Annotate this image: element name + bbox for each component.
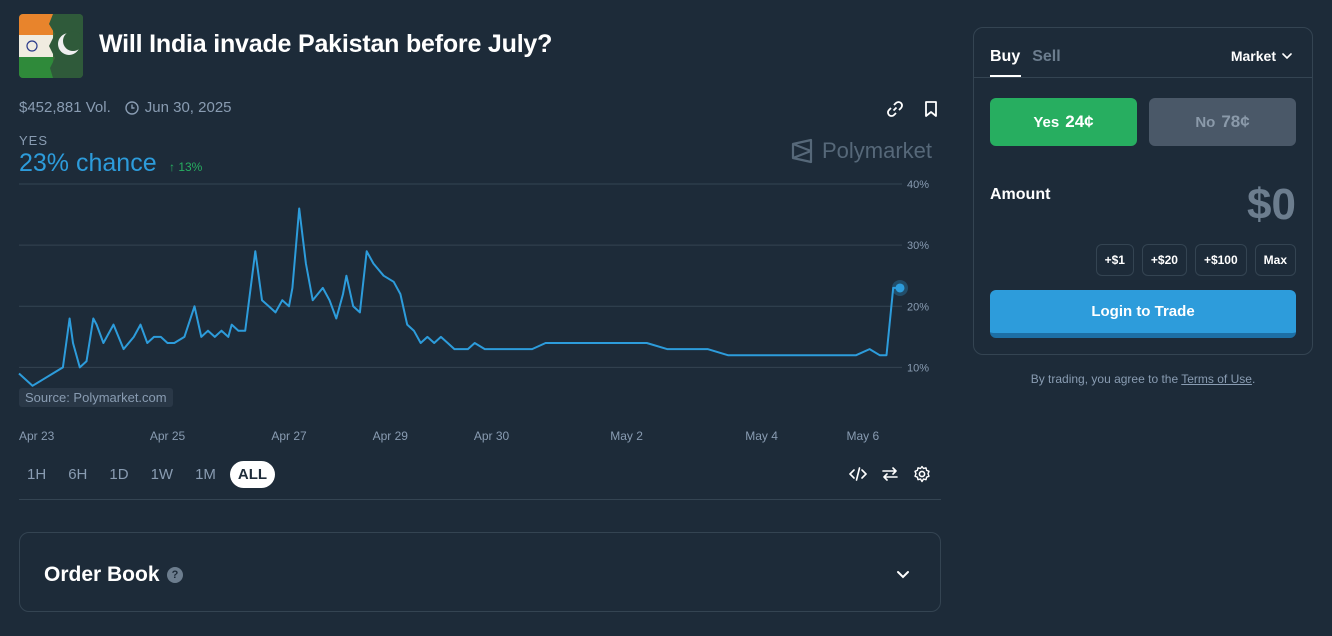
volume-text: $452,881 Vol. (19, 99, 111, 116)
tab-buy[interactable]: Buy (990, 48, 1021, 65)
y-axis-ticks: 40% 30% 20% 10% (907, 179, 929, 374)
amount-label: Amount (990, 186, 1051, 203)
active-tab-indicator (990, 75, 1021, 77)
y-tick-label: 40% (907, 179, 929, 191)
no-label: No (1195, 113, 1216, 131)
swap-icon[interactable] (880, 464, 900, 484)
quick-amounts: +$1 +$20 +$100 Max (1095, 244, 1296, 276)
order-book-title: Order Book (44, 563, 160, 586)
y-tick-label: 10% (907, 362, 929, 374)
range-all[interactable]: ALL (229, 461, 276, 488)
tab-sell[interactable]: Sell (1032, 48, 1061, 65)
chevron-down-icon[interactable] (896, 567, 910, 585)
panel-divider (974, 77, 1312, 78)
price-chart[interactable]: 40%30%20%10% Apr 23 Apr 25 Apr 27 Apr 29 Apr… (0, 176, 945, 448)
x-tick-label: May 6 (847, 429, 880, 443)
divider (19, 499, 941, 500)
outcome-label: YES (19, 133, 49, 148)
range-1h[interactable]: 1H (27, 466, 47, 483)
terms-suffix: . (1251, 372, 1256, 386)
link-icon[interactable] (884, 98, 906, 120)
embed-icon[interactable] (848, 464, 868, 484)
range-1w[interactable]: 1W (150, 466, 174, 483)
x-tick-label: Apr 27 (271, 429, 307, 443)
x-tick-label: May 4 (745, 429, 778, 443)
x-tick-label: May 2 (610, 429, 643, 443)
time-range-selector: 1H 6H 1D 1W 1M ALL (19, 461, 276, 488)
x-tick-label: Apr 25 (150, 429, 186, 443)
quick-amount-max[interactable]: Max (1254, 244, 1296, 276)
amount-input[interactable]: $0 (1247, 180, 1296, 229)
order-type-dropdown[interactable]: Market (1231, 48, 1292, 64)
y-tick-label: 20% (907, 301, 929, 313)
trade-tabs: Buy Sell (990, 48, 1061, 66)
meta-actions (884, 98, 942, 120)
no-button[interactable]: No 78¢ (1149, 98, 1296, 146)
trade-panel: Buy Sell Market Yes 24¢ No 78¢ Amount $0… (973, 27, 1313, 355)
no-price: 78¢ (1221, 112, 1250, 131)
quick-amount-100[interactable]: +$100 (1194, 244, 1247, 276)
end-date: Jun 30, 2025 (144, 99, 232, 116)
chevron-down-icon (1282, 52, 1292, 59)
quick-amount-1[interactable]: +$1 (1095, 244, 1134, 276)
source-badge: Source: Polymarket.com (19, 388, 173, 407)
quick-amount-20[interactable]: +$20 (1141, 244, 1187, 276)
x-tick-label: Apr 29 (373, 429, 409, 443)
polymarket-watermark: Polymarket (790, 138, 932, 164)
current-point (895, 283, 905, 293)
page-title: Will India invade Pakistan before July? (99, 30, 553, 58)
y-tick-label: 30% (907, 240, 929, 252)
x-axis-ticks: Apr 23 Apr 25 Apr 27 Apr 29 Apr 30 May 2 May 4… (19, 429, 880, 443)
order-book-section[interactable]: Order Book ? (19, 532, 941, 612)
chart-tools (848, 464, 932, 484)
terms-prefix: By trading, you agree to the (1030, 372, 1182, 386)
market-meta: $452,881 Vol. Jun 30, 2025 (19, 99, 232, 116)
clock-icon (125, 100, 139, 115)
terms-link[interactable]: Terms of Use (1181, 372, 1252, 386)
chart-grid (19, 183, 902, 368)
gear-icon[interactable] (912, 464, 932, 484)
watermark-text: Polymarket (822, 138, 933, 163)
change-badge: ↑ 13% (169, 160, 203, 174)
bookmark-icon[interactable] (920, 98, 942, 120)
range-1d[interactable]: 1D (109, 466, 129, 483)
range-6h[interactable]: 6H (68, 466, 88, 483)
terms-text: By trading, you agree to the Terms of Us… (973, 372, 1313, 386)
order-type-label: Market (1230, 48, 1276, 64)
yes-button[interactable]: Yes 24¢ (990, 98, 1137, 146)
polymarket-logo-icon (791, 138, 813, 164)
login-button[interactable]: Login to Trade (990, 290, 1296, 338)
x-tick-label: Apr 23 (19, 429, 55, 443)
x-tick-label: Apr 30 (474, 429, 510, 443)
range-1m[interactable]: 1M (195, 466, 216, 483)
chance-value: 23% chance (19, 149, 157, 177)
price-line (18, 207, 900, 387)
yes-label: Yes (1033, 113, 1060, 131)
help-icon[interactable]: ? (167, 567, 183, 583)
yes-price: 24¢ (1065, 112, 1094, 131)
market-icon (19, 14, 83, 78)
